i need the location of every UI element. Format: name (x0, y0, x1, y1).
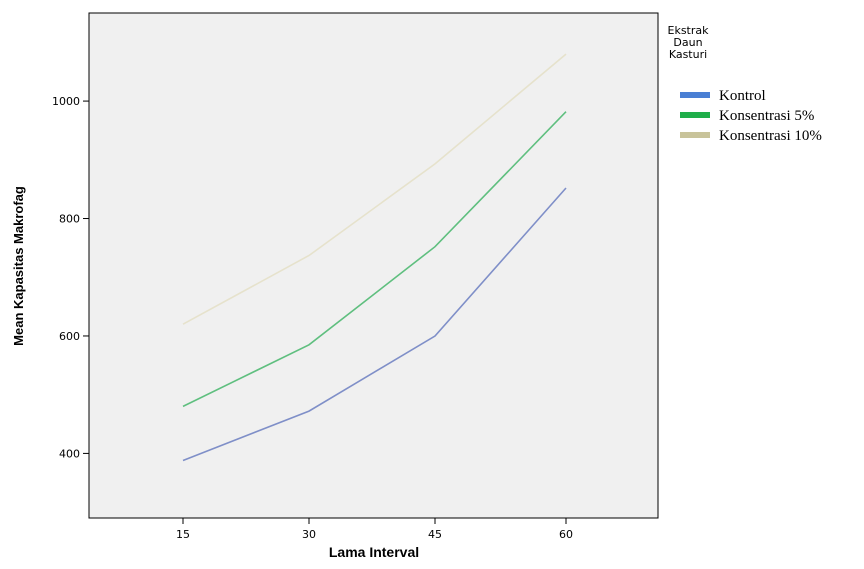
x-tick-label: 60 (559, 528, 573, 541)
x-axis-title: Lama Interval (329, 544, 419, 560)
legend-swatch-1 (680, 112, 710, 118)
legend-label-2: Konsentrasi 10% (719, 128, 822, 144)
legend-title-line-3: Kasturi (669, 48, 707, 61)
plot-area (88, 12, 659, 519)
y-tick-label: 400 (59, 447, 80, 460)
series-line-2 (182, 53, 567, 325)
y-tick-label: 1000 (52, 95, 80, 108)
y-tick-label: 800 (59, 213, 80, 226)
legend-label-1: Konsentrasi 5% (719, 108, 814, 124)
series-lines (182, 53, 567, 462)
x-tick-label: 15 (176, 528, 190, 541)
x-axis: 15 30 45 60 (176, 518, 573, 541)
legend-title-line-1: Ekstrak (668, 24, 710, 37)
legend-swatch-0 (680, 92, 710, 98)
legend-title-line-2: Daun (673, 36, 702, 49)
legend: Ekstrak Daun Kasturi Kontrol Konsentrasi … (668, 24, 822, 144)
x-tick-label: 30 (302, 528, 316, 541)
y-axis: 400 600 800 1000 (52, 95, 89, 460)
legend-swatch-2 (680, 132, 710, 138)
y-axis-title: Mean Kapasitas Makrofag (11, 186, 26, 346)
x-tick-label: 45 (428, 528, 442, 541)
y-tick-label: 600 (59, 330, 80, 343)
legend-label-0: Kontrol (719, 88, 766, 104)
series-line-0 (182, 187, 567, 462)
series-line-1 (182, 111, 567, 408)
